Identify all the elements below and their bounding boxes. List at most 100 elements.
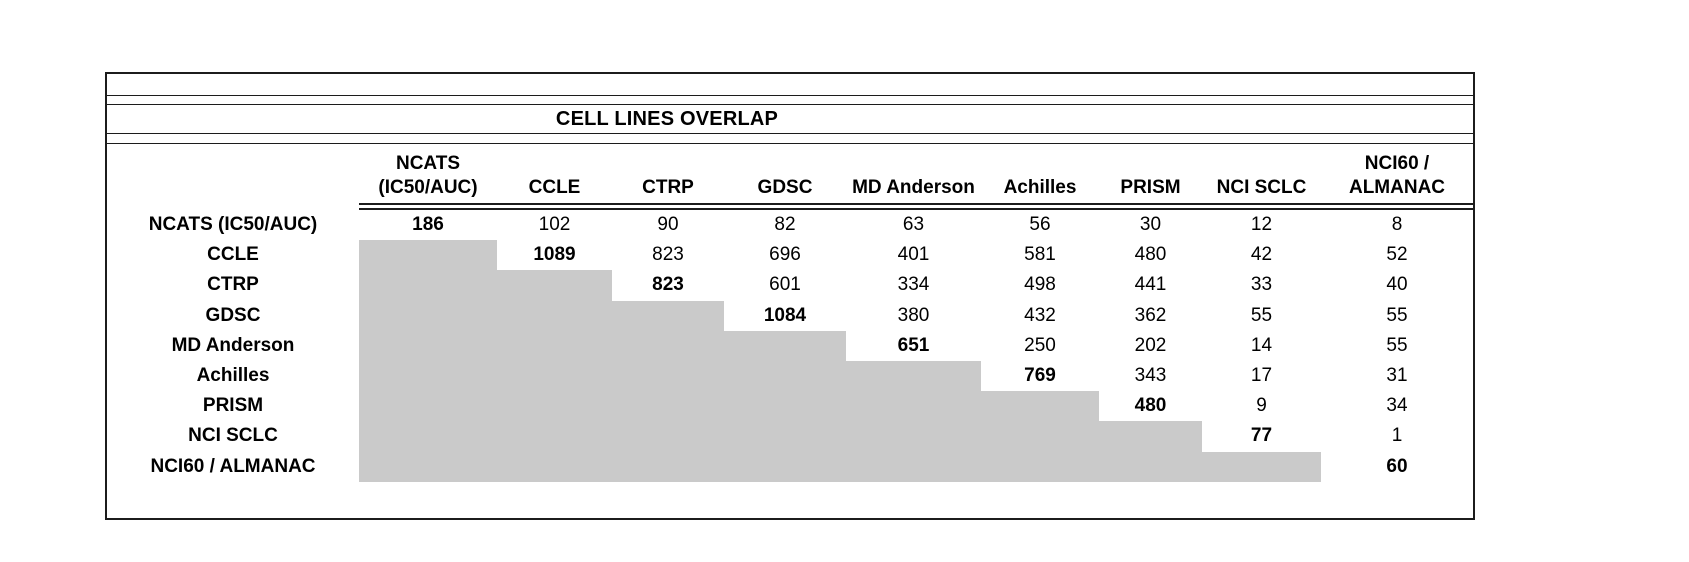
matrix-cell: 52 [1386,244,1408,266]
shaded-cell [846,391,981,422]
shaded-cell [359,360,497,392]
matrix-cell: 40 [1386,274,1408,296]
shaded-cell [1202,451,1321,482]
shaded-cell [612,451,724,482]
overlap-matrix: NCATS (IC50/AUC) 186 102 90 82 63 56 30 12 8 CCLE 1… [107,210,1473,482]
row-label: PRISM [202,395,264,417]
shaded-cell [359,240,497,271]
matrix-cell: 480 [1134,244,1167,266]
matrix-cell: 55 [1386,334,1408,356]
cell-lines-overlap-table: CELL LINES OVERLAP NCATS (IC50/AUC) CCLE C… [105,72,1475,520]
row-label: Achilles [196,365,270,387]
matrix-cell: 31 [1386,365,1408,387]
matrix-cell: 250 [1024,334,1056,356]
shaded-cell [981,451,1099,482]
shaded-cell [359,270,497,301]
shaded-cell [497,391,612,422]
column-header: NCI60 / ALMANAC [1348,153,1446,198]
matrix-cell: 102 [538,214,571,236]
shaded-cell [359,330,497,361]
table-title: CELL LINES OVERLAP [555,107,779,130]
matrix-cell: 380 [897,304,930,326]
shaded-cell [497,421,612,452]
matrix-cell: 90 [657,214,679,236]
shaded-cell [359,451,497,482]
shaded-cell [497,360,612,392]
row-label: MD Anderson [171,334,295,356]
matrix-cell: 343 [1134,365,1167,387]
shaded-cell [612,391,724,422]
shaded-cell [846,451,981,482]
shaded-cell [359,300,497,331]
matrix-cell: 77 [1250,425,1273,447]
matrix-cell: 33 [1250,274,1273,296]
shaded-cell [846,360,981,392]
column-header: Achilles [1003,177,1077,198]
header-corner-cell [107,200,359,203]
shaded-cell [612,421,724,452]
matrix-cell: 769 [1024,365,1056,387]
matrix-cell: 823 [652,244,684,266]
shaded-cell [359,391,497,422]
matrix-cell: 480 [1134,395,1167,417]
column-header: NCI SCLC [1216,177,1307,198]
matrix-cell: 60 [1386,455,1408,477]
row-label: CCLE [207,244,259,266]
row-label: NCATS (IC50/AUC) [148,214,318,236]
shaded-cell [724,330,846,361]
column-header-row: NCATS (IC50/AUC) CCLE CTRP GDSC MD Anderson A… [107,144,1473,203]
matrix-cell: 17 [1250,365,1273,387]
shaded-cell [497,330,612,361]
shaded-cell [724,360,846,392]
empty-spacer-row [107,96,1473,105]
matrix-cell: 30 [1139,214,1162,236]
shaded-cell [846,421,981,452]
shaded-cell [724,391,846,422]
row-label: NCI SCLC [188,425,278,447]
matrix-cell: 14 [1250,334,1273,356]
matrix-cell: 34 [1386,395,1408,417]
header-double-underline [359,203,1473,210]
shaded-cell [612,330,724,361]
shaded-cell [612,360,724,392]
matrix-cell: 63 [902,214,925,236]
matrix-cell: 55 [1386,304,1408,326]
column-header: CCLE [528,177,581,198]
column-header: GDSC [757,177,813,198]
shaded-cell [612,300,724,331]
matrix-cell: 42 [1250,244,1273,266]
column-header: MD Anderson [852,177,975,198]
column-header: CTRP [642,177,694,198]
matrix-cell: 8 [1391,214,1403,236]
column-header: NCATS (IC50/AUC) [378,153,478,198]
shaded-cell [359,421,497,452]
shaded-cell [724,421,846,452]
column-header: PRISM [1120,177,1181,198]
shaded-cell [497,270,612,301]
matrix-cell: 56 [1029,214,1051,236]
row-label: NCI60 / ALMANAC [150,455,316,477]
empty-top-row [107,74,1473,96]
row-label: CTRP [207,274,259,296]
matrix-cell: 1084 [763,304,807,326]
shaded-cell [1099,451,1202,482]
shaded-cell [497,451,612,482]
matrix-cell: 334 [897,274,930,296]
matrix-cell: 202 [1134,334,1167,356]
row-label: GDSC [205,304,261,326]
shaded-cell [497,300,612,331]
matrix-cell: 601 [769,274,801,296]
matrix-cell: 1089 [533,244,576,266]
matrix-cell: 696 [769,244,801,266]
matrix-cell: 432 [1024,304,1056,326]
matrix-cell: 651 [897,334,930,356]
shaded-cell [981,391,1099,422]
empty-spacer-row [107,134,1473,144]
matrix-cell: 823 [652,274,684,296]
matrix-cell: 9 [1256,395,1267,417]
matrix-cell: 362 [1134,304,1167,326]
shaded-cell [1099,421,1202,452]
matrix-cell: 82 [774,214,796,236]
matrix-cell: 186 [412,214,444,236]
